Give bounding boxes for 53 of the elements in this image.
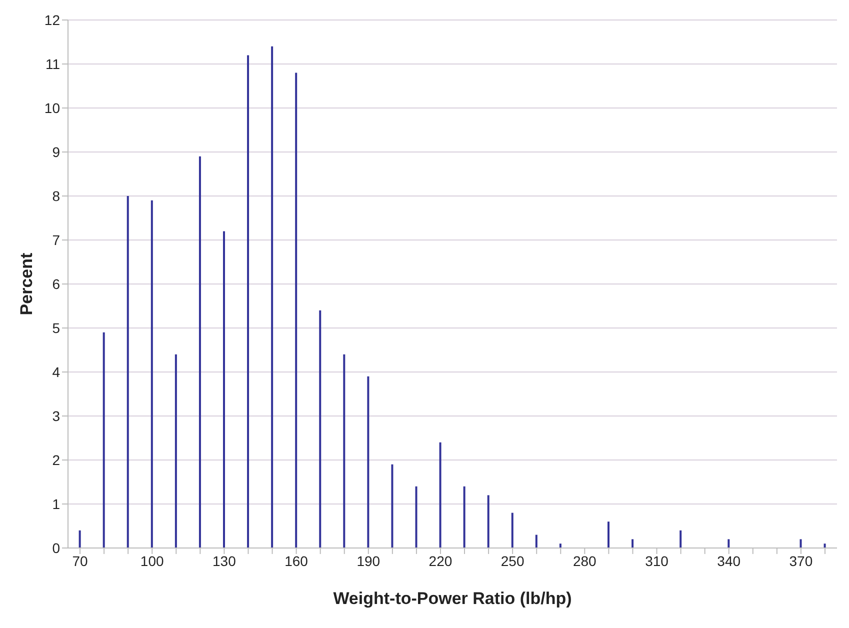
bar bbox=[728, 539, 730, 548]
y-tick-label: 6 bbox=[52, 276, 60, 292]
y-tick-label: 0 bbox=[52, 540, 60, 556]
y-tick-label: 4 bbox=[52, 364, 60, 380]
bar bbox=[150, 200, 153, 548]
x-tick-label: 340 bbox=[717, 552, 741, 569]
bar bbox=[223, 231, 225, 548]
bar bbox=[439, 442, 442, 548]
y-tick-label: 11 bbox=[45, 56, 60, 72]
x-axis-title: Weight-to-Power Ratio (lb/hp) bbox=[333, 589, 572, 608]
bar bbox=[319, 310, 322, 548]
x-tick-label: 130 bbox=[212, 552, 236, 569]
y-tick-label: 10 bbox=[44, 100, 60, 116]
bar bbox=[126, 196, 129, 548]
y-tick-label: 2 bbox=[52, 452, 60, 468]
y-tick-label: 5 bbox=[52, 320, 60, 336]
y-tick-label: 12 bbox=[44, 12, 60, 28]
y-tick-label: 9 bbox=[52, 144, 60, 160]
bar bbox=[102, 332, 105, 548]
x-tick-label: 250 bbox=[500, 552, 524, 569]
x-tick-label: 370 bbox=[789, 552, 813, 569]
bar bbox=[632, 539, 634, 548]
bar bbox=[824, 544, 826, 548]
bar bbox=[487, 495, 490, 548]
bar bbox=[174, 354, 177, 548]
x-tick-label: 70 bbox=[72, 552, 88, 569]
bar bbox=[367, 376, 370, 548]
bar bbox=[608, 522, 610, 548]
y-tick-label: 1 bbox=[52, 496, 60, 512]
y-tick-label: 3 bbox=[52, 408, 60, 424]
bar bbox=[800, 539, 802, 548]
y-tick-label: 7 bbox=[52, 232, 60, 248]
bar bbox=[559, 544, 562, 548]
bar bbox=[198, 156, 201, 548]
bar bbox=[391, 464, 394, 548]
bar bbox=[680, 530, 682, 548]
bar bbox=[511, 512, 514, 548]
x-tick-label: 160 bbox=[284, 552, 308, 569]
bar bbox=[463, 486, 466, 548]
bar bbox=[343, 354, 346, 548]
y-axis-title: Percent bbox=[17, 252, 36, 316]
x-tick-label: 280 bbox=[572, 552, 597, 569]
bar bbox=[271, 46, 274, 548]
x-tick-label: 100 bbox=[140, 552, 164, 569]
x-tick-label: 310 bbox=[645, 552, 669, 569]
y-tick-label: 8 bbox=[52, 188, 60, 204]
bar bbox=[247, 55, 250, 548]
x-tick-label: 190 bbox=[356, 552, 380, 569]
bar bbox=[415, 486, 418, 548]
x-tick-label: 220 bbox=[428, 552, 452, 569]
bar bbox=[295, 72, 298, 548]
bar bbox=[535, 534, 538, 548]
bar bbox=[78, 530, 81, 548]
